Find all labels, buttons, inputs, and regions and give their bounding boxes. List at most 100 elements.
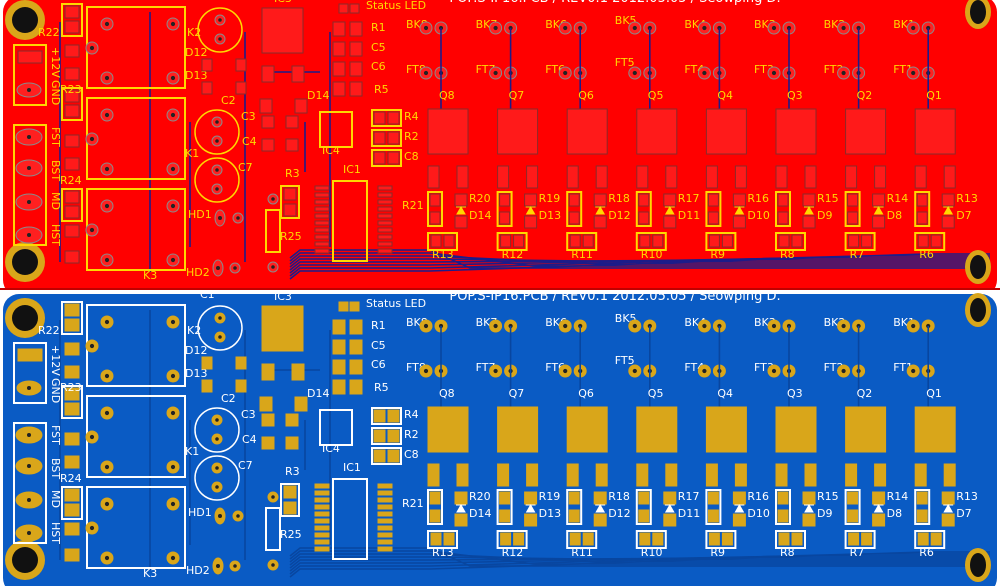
c2-label: C2 xyxy=(221,392,236,405)
smd-pad xyxy=(285,413,299,427)
smd-pad xyxy=(732,193,746,207)
ic1-pin xyxy=(314,213,330,219)
smd-pad xyxy=(872,513,886,527)
q-label: Q7 xyxy=(509,89,525,102)
r-bottom-label: R6 xyxy=(919,546,934,559)
smd-pad xyxy=(349,41,363,57)
md-label: MD xyxy=(49,192,62,210)
smd-pad xyxy=(454,215,468,229)
smd-pad xyxy=(283,501,297,515)
drill-hole xyxy=(215,139,219,143)
ic1-pin xyxy=(314,206,330,212)
diode-label: D10 xyxy=(747,209,769,222)
r2-label: R2 xyxy=(404,130,419,143)
drill-hole xyxy=(771,70,777,76)
smd-pad xyxy=(848,532,860,546)
drill-hole xyxy=(170,410,176,416)
drill-hole xyxy=(170,21,176,27)
ic1-pin xyxy=(314,525,330,531)
mosfet-tab-pad xyxy=(497,108,539,155)
r25-label: R25 xyxy=(280,230,302,243)
drill-hole xyxy=(27,531,31,535)
drill-hole xyxy=(771,368,777,374)
c4-label: C4 xyxy=(242,433,257,446)
diode-symbol-icon xyxy=(943,205,954,215)
drill-hole xyxy=(27,464,31,468)
trace xyxy=(289,555,990,572)
smd-pad xyxy=(802,513,816,527)
d12-label: D12 xyxy=(185,344,207,357)
q-label: Q3 xyxy=(787,89,803,102)
smd-pad xyxy=(593,215,607,229)
smd-pad xyxy=(941,513,955,527)
smd-pad xyxy=(524,513,538,527)
smd-pad xyxy=(524,491,538,505)
smd-pad xyxy=(847,193,859,207)
drill-hole xyxy=(170,75,176,81)
smd-pad xyxy=(568,491,580,505)
electrolytic-capacitor xyxy=(194,455,240,501)
ic1-pin xyxy=(314,490,330,496)
smd-pad xyxy=(568,193,580,207)
silkscreen-outline xyxy=(371,427,402,445)
silkscreen-outline xyxy=(61,87,83,121)
mosfet-tab-pad xyxy=(636,406,678,453)
drill-hole xyxy=(27,386,31,390)
ic1-pin xyxy=(314,220,330,226)
smd-pad xyxy=(64,342,80,356)
smd-pad xyxy=(64,134,80,148)
q-label: Q1 xyxy=(926,89,942,102)
ic1-pin xyxy=(377,518,393,524)
drill-hole xyxy=(215,120,219,124)
smd-pad xyxy=(387,131,400,145)
c3-label: C3 xyxy=(241,408,256,421)
silkscreen-outline xyxy=(427,489,443,525)
r-top-label: R20 xyxy=(469,490,491,503)
mounting-hole-drill xyxy=(12,249,38,275)
q-label: Q3 xyxy=(787,387,803,400)
smd-pad xyxy=(332,61,346,77)
smd-pad xyxy=(847,211,859,225)
smd-pad xyxy=(663,513,677,527)
r25-outline xyxy=(265,209,281,253)
mounting-hole-drill xyxy=(12,305,38,331)
silkscreen-outline xyxy=(705,530,737,549)
r-bottom-label: R6 xyxy=(919,248,934,261)
r-top-label: R17 xyxy=(678,490,700,503)
smd-pad xyxy=(734,165,747,189)
drill-hole xyxy=(271,197,275,201)
smd-pad xyxy=(499,491,511,505)
c1-label: C1 xyxy=(200,0,215,3)
drill-hole xyxy=(841,70,846,76)
smd-pad xyxy=(652,234,664,248)
silkscreen-outline xyxy=(566,489,583,525)
trace xyxy=(289,551,990,578)
d14-label: D14 xyxy=(307,387,329,400)
smd-pad xyxy=(373,449,386,463)
smd-pad xyxy=(387,449,400,463)
drill-hole xyxy=(771,25,777,31)
ic1-pin xyxy=(377,539,393,545)
smd-pad xyxy=(566,165,579,189)
smd-pad xyxy=(705,165,718,189)
q-label: Q7 xyxy=(509,387,525,400)
drill-hole xyxy=(170,373,176,379)
ic1-pin xyxy=(377,185,393,191)
smd-pad xyxy=(916,509,928,523)
smd-pad xyxy=(349,359,363,375)
r-top-label: R14 xyxy=(887,192,909,205)
drill-hole xyxy=(215,168,219,172)
drill-hole xyxy=(170,257,176,263)
drill-hole xyxy=(702,368,707,374)
c2-label: C2 xyxy=(221,94,236,107)
silkscreen-outline xyxy=(371,149,402,167)
trace xyxy=(289,253,990,280)
smd-pad xyxy=(349,379,363,395)
c6-label: C6 xyxy=(371,358,386,371)
smd-pad xyxy=(847,509,859,523)
hd1-label: HD1 xyxy=(188,208,212,221)
smd-pad xyxy=(429,211,441,225)
smd-pad xyxy=(283,203,297,217)
smd-pad xyxy=(430,234,442,248)
trace xyxy=(289,259,990,271)
